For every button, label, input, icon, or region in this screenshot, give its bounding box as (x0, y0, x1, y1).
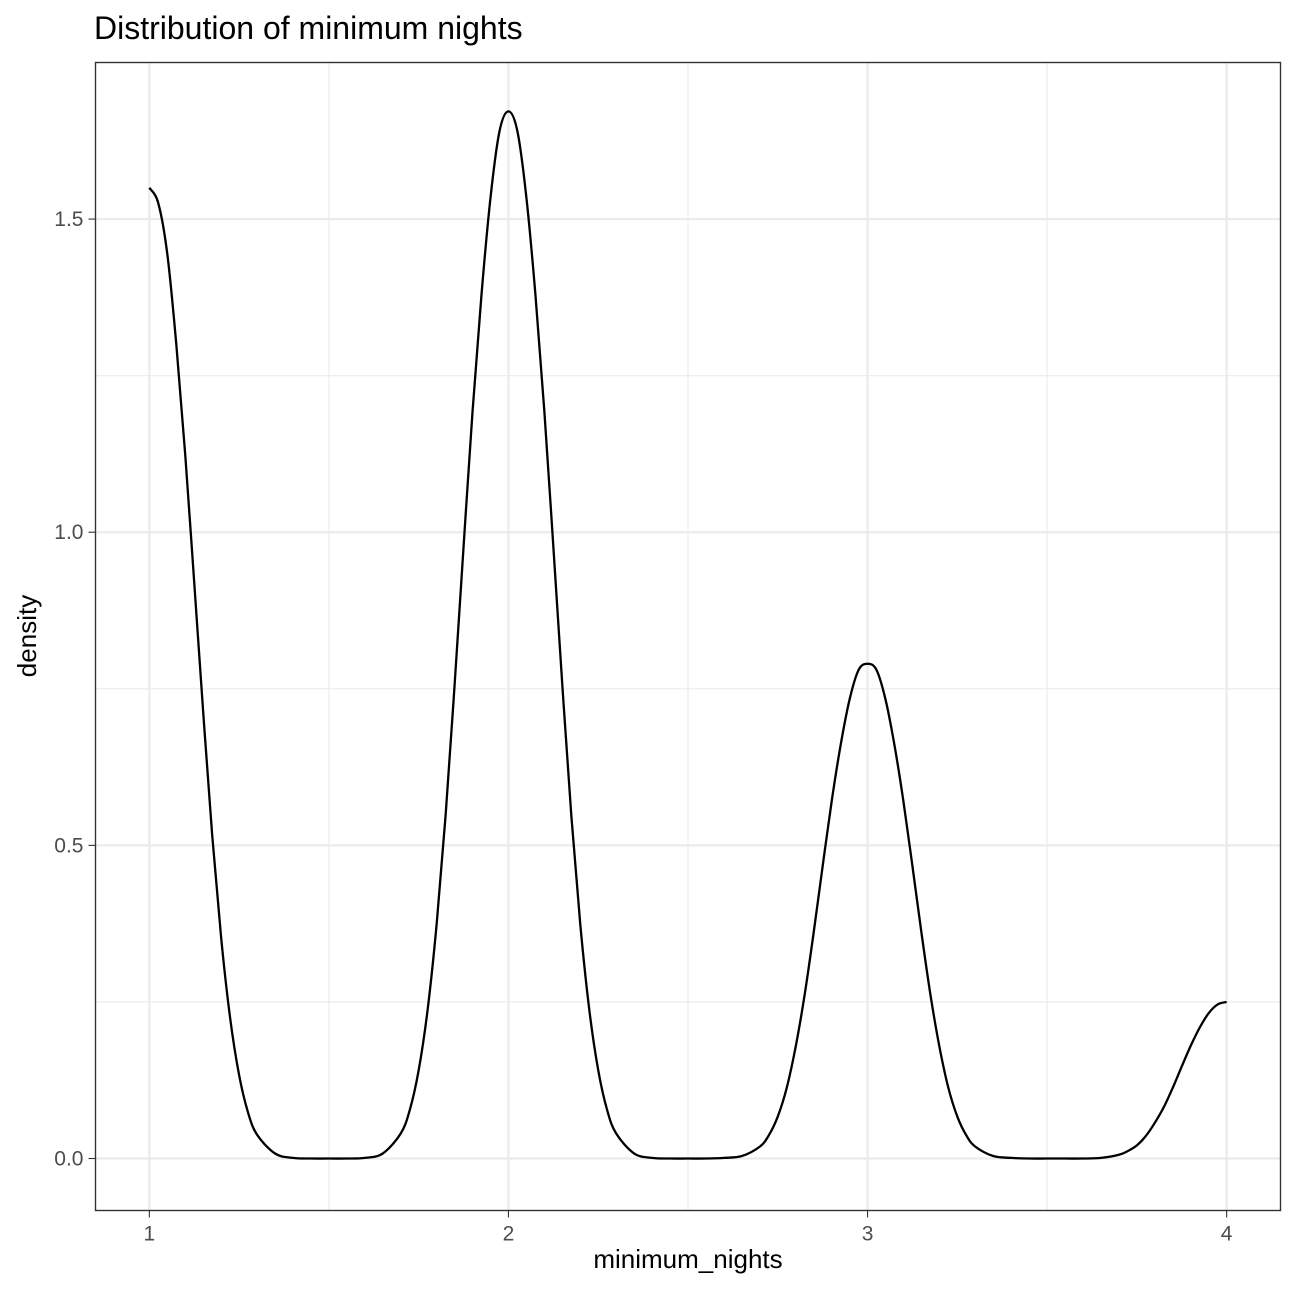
axis-ticks (88, 218, 1228, 1218)
y-tick-label: 1.5 (54, 208, 83, 231)
x-tick-label: 2 (503, 1223, 515, 1246)
y-axis-title: density (12, 595, 42, 677)
y-tick-label: 0.5 (54, 834, 83, 857)
chart-title: Distribution of minimum nights (94, 10, 523, 46)
x-axis-title: minimum_nights (593, 1244, 782, 1274)
plot-panel-border (94, 61, 1282, 1212)
x-tick-label: 1 (144, 1223, 156, 1246)
y-tick-label: 1.0 (54, 521, 83, 544)
density-curve (148, 110, 1227, 1160)
x-tick-label: 4 (1221, 1223, 1233, 1246)
series-layer (148, 110, 1227, 1160)
tick-labels: 1 2 3 4 0.0 0.5 1.0 1.5 (54, 208, 1232, 1245)
y-tick-label: 0.0 (54, 1148, 83, 1171)
x-tick-label: 3 (862, 1223, 874, 1246)
